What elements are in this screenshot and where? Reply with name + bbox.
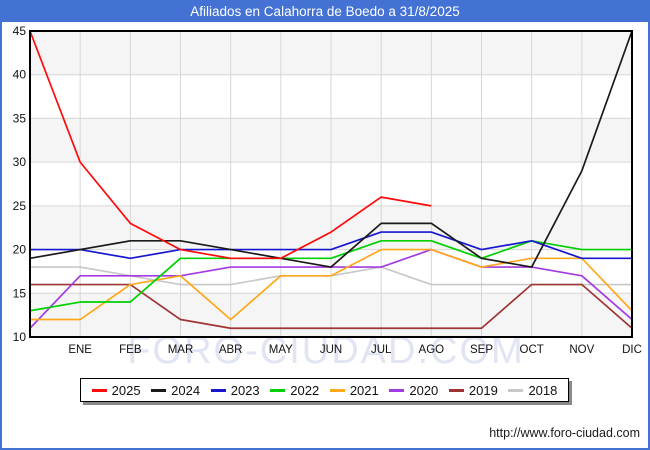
x-tick-label-NOV: NOV <box>569 344 594 356</box>
legend-dash-2020 <box>389 388 405 392</box>
chart-title: Afiliados en Calahorra de Boedo a 31/8/2… <box>190 3 460 19</box>
series-line-2024 <box>29 30 633 268</box>
legend-dash-2022 <box>270 388 286 392</box>
plot-border <box>29 30 633 338</box>
legend-item-2025: 2025 <box>91 382 141 398</box>
x-tick-label-AGO: AGO <box>419 344 445 356</box>
legend-label-2021: 2021 <box>349 382 379 398</box>
series-line-2025 <box>29 30 432 260</box>
legend-label-2025: 2025 <box>111 382 141 398</box>
legend-dash-2021 <box>329 388 345 392</box>
legend-dash-2024 <box>151 388 167 392</box>
legend-label-2022: 2022 <box>290 382 320 398</box>
legend-item-2022: 2022 <box>270 383 319 398</box>
legend-item-2019: 2019 <box>448 382 498 398</box>
x-tick-label-ABR: ABR <box>219 344 243 356</box>
x-tick-label-MAR: MAR <box>168 344 194 356</box>
legend-dash-2023 <box>210 388 226 392</box>
y-tick-label: 10 <box>13 330 27 344</box>
legend-label-2018: 2018 <box>528 382 558 398</box>
legend-item-2018: 2018 <box>508 383 557 398</box>
x-tick-label-MAY: MAY <box>269 344 293 356</box>
x-tick-label-OCT: OCT <box>520 344 544 356</box>
legend-label-2019: 2019 <box>468 382 498 398</box>
legend-dash-2025 <box>91 388 107 392</box>
y-tick-label: 30 <box>13 155 27 169</box>
y-tick-label: 40 <box>13 68 27 82</box>
y-tick-label: 35 <box>13 111 27 125</box>
y-tick-label: 25 <box>13 199 27 213</box>
series-line-2021 <box>30 248 633 321</box>
x-tick-label-FEB: FEB <box>119 344 142 356</box>
legend-item-2020: 2020 <box>389 383 438 398</box>
x-tick-label-JUL: JUL <box>371 344 392 356</box>
y-tick-label: 45 <box>13 24 27 38</box>
legend-item-2024: 2024 <box>151 383 200 398</box>
x-tick-label-DIC: DIC <box>622 344 642 356</box>
x-tick-label-ENE: ENE <box>68 344 92 356</box>
legend: 2025 2024 2023 2022 2021 2020 2019 2018 <box>80 378 569 402</box>
series-line-2023 <box>30 231 632 260</box>
x-tick-label-SEP: SEP <box>470 344 493 356</box>
legend-item-2021: 2021 <box>329 382 379 398</box>
legend-item-2023: 2023 <box>210 382 260 398</box>
legend-dash-2019 <box>448 388 464 392</box>
legend-label-2024: 2024 <box>171 382 201 398</box>
chart-title-bar: Afiliados en Calahorra de Boedo a 31/8/2… <box>0 0 650 22</box>
legend-dash-2018 <box>508 388 524 392</box>
y-tick-label: 20 <box>13 243 27 257</box>
x-tick-label-JUN: JUN <box>320 344 342 356</box>
y-tick-label: 15 <box>13 286 27 300</box>
legend-label-2020: 2020 <box>409 382 439 398</box>
footer-url: http://www.foro-ciudad.com <box>489 426 640 440</box>
legend-label-2023: 2023 <box>230 382 260 398</box>
